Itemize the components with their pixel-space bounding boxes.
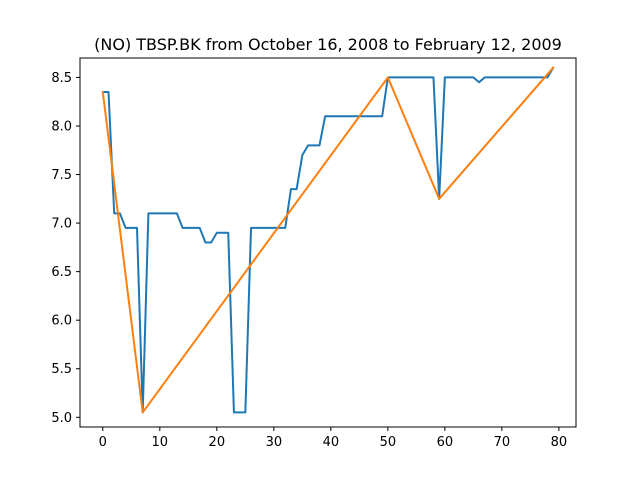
y-tick-label: 6.5 (51, 265, 72, 280)
y-tick-label: 8.5 (51, 71, 72, 86)
chart-title: (NO) TBSP.BK from October 16, 2008 to Fe… (94, 35, 562, 54)
x-tick-label: 70 (494, 435, 511, 450)
y-tick-label: 7.0 (51, 217, 72, 232)
x-tick-label: 20 (209, 435, 226, 450)
plot-area-frame (79, 57, 577, 428)
y-tick-label: 7.5 (51, 168, 72, 183)
axis-ticks: 0 10 20 30 40 50 60 70 80 5.0 5.5 6.0 6.5 7.0 7.5 8.0 8.… (51, 71, 567, 450)
x-tick-label: 30 (266, 435, 283, 450)
x-tick-label: 0 (99, 435, 107, 450)
x-tick-label: 50 (380, 435, 397, 450)
x-tick-label: 80 (551, 435, 568, 450)
series-lines (101, 66, 555, 414)
x-tick-label: 60 (437, 435, 454, 450)
x-tick-label: 10 (152, 435, 169, 450)
y-tick-label: 6.0 (51, 314, 72, 329)
x-tick-label: 40 (323, 435, 340, 450)
y-tick-label: 5.5 (51, 362, 72, 377)
series-line-1 (101, 66, 555, 414)
y-tick-label: 8.0 (51, 119, 72, 134)
y-tick-label: 5.0 (51, 411, 72, 426)
series-line-2 (101, 66, 555, 414)
